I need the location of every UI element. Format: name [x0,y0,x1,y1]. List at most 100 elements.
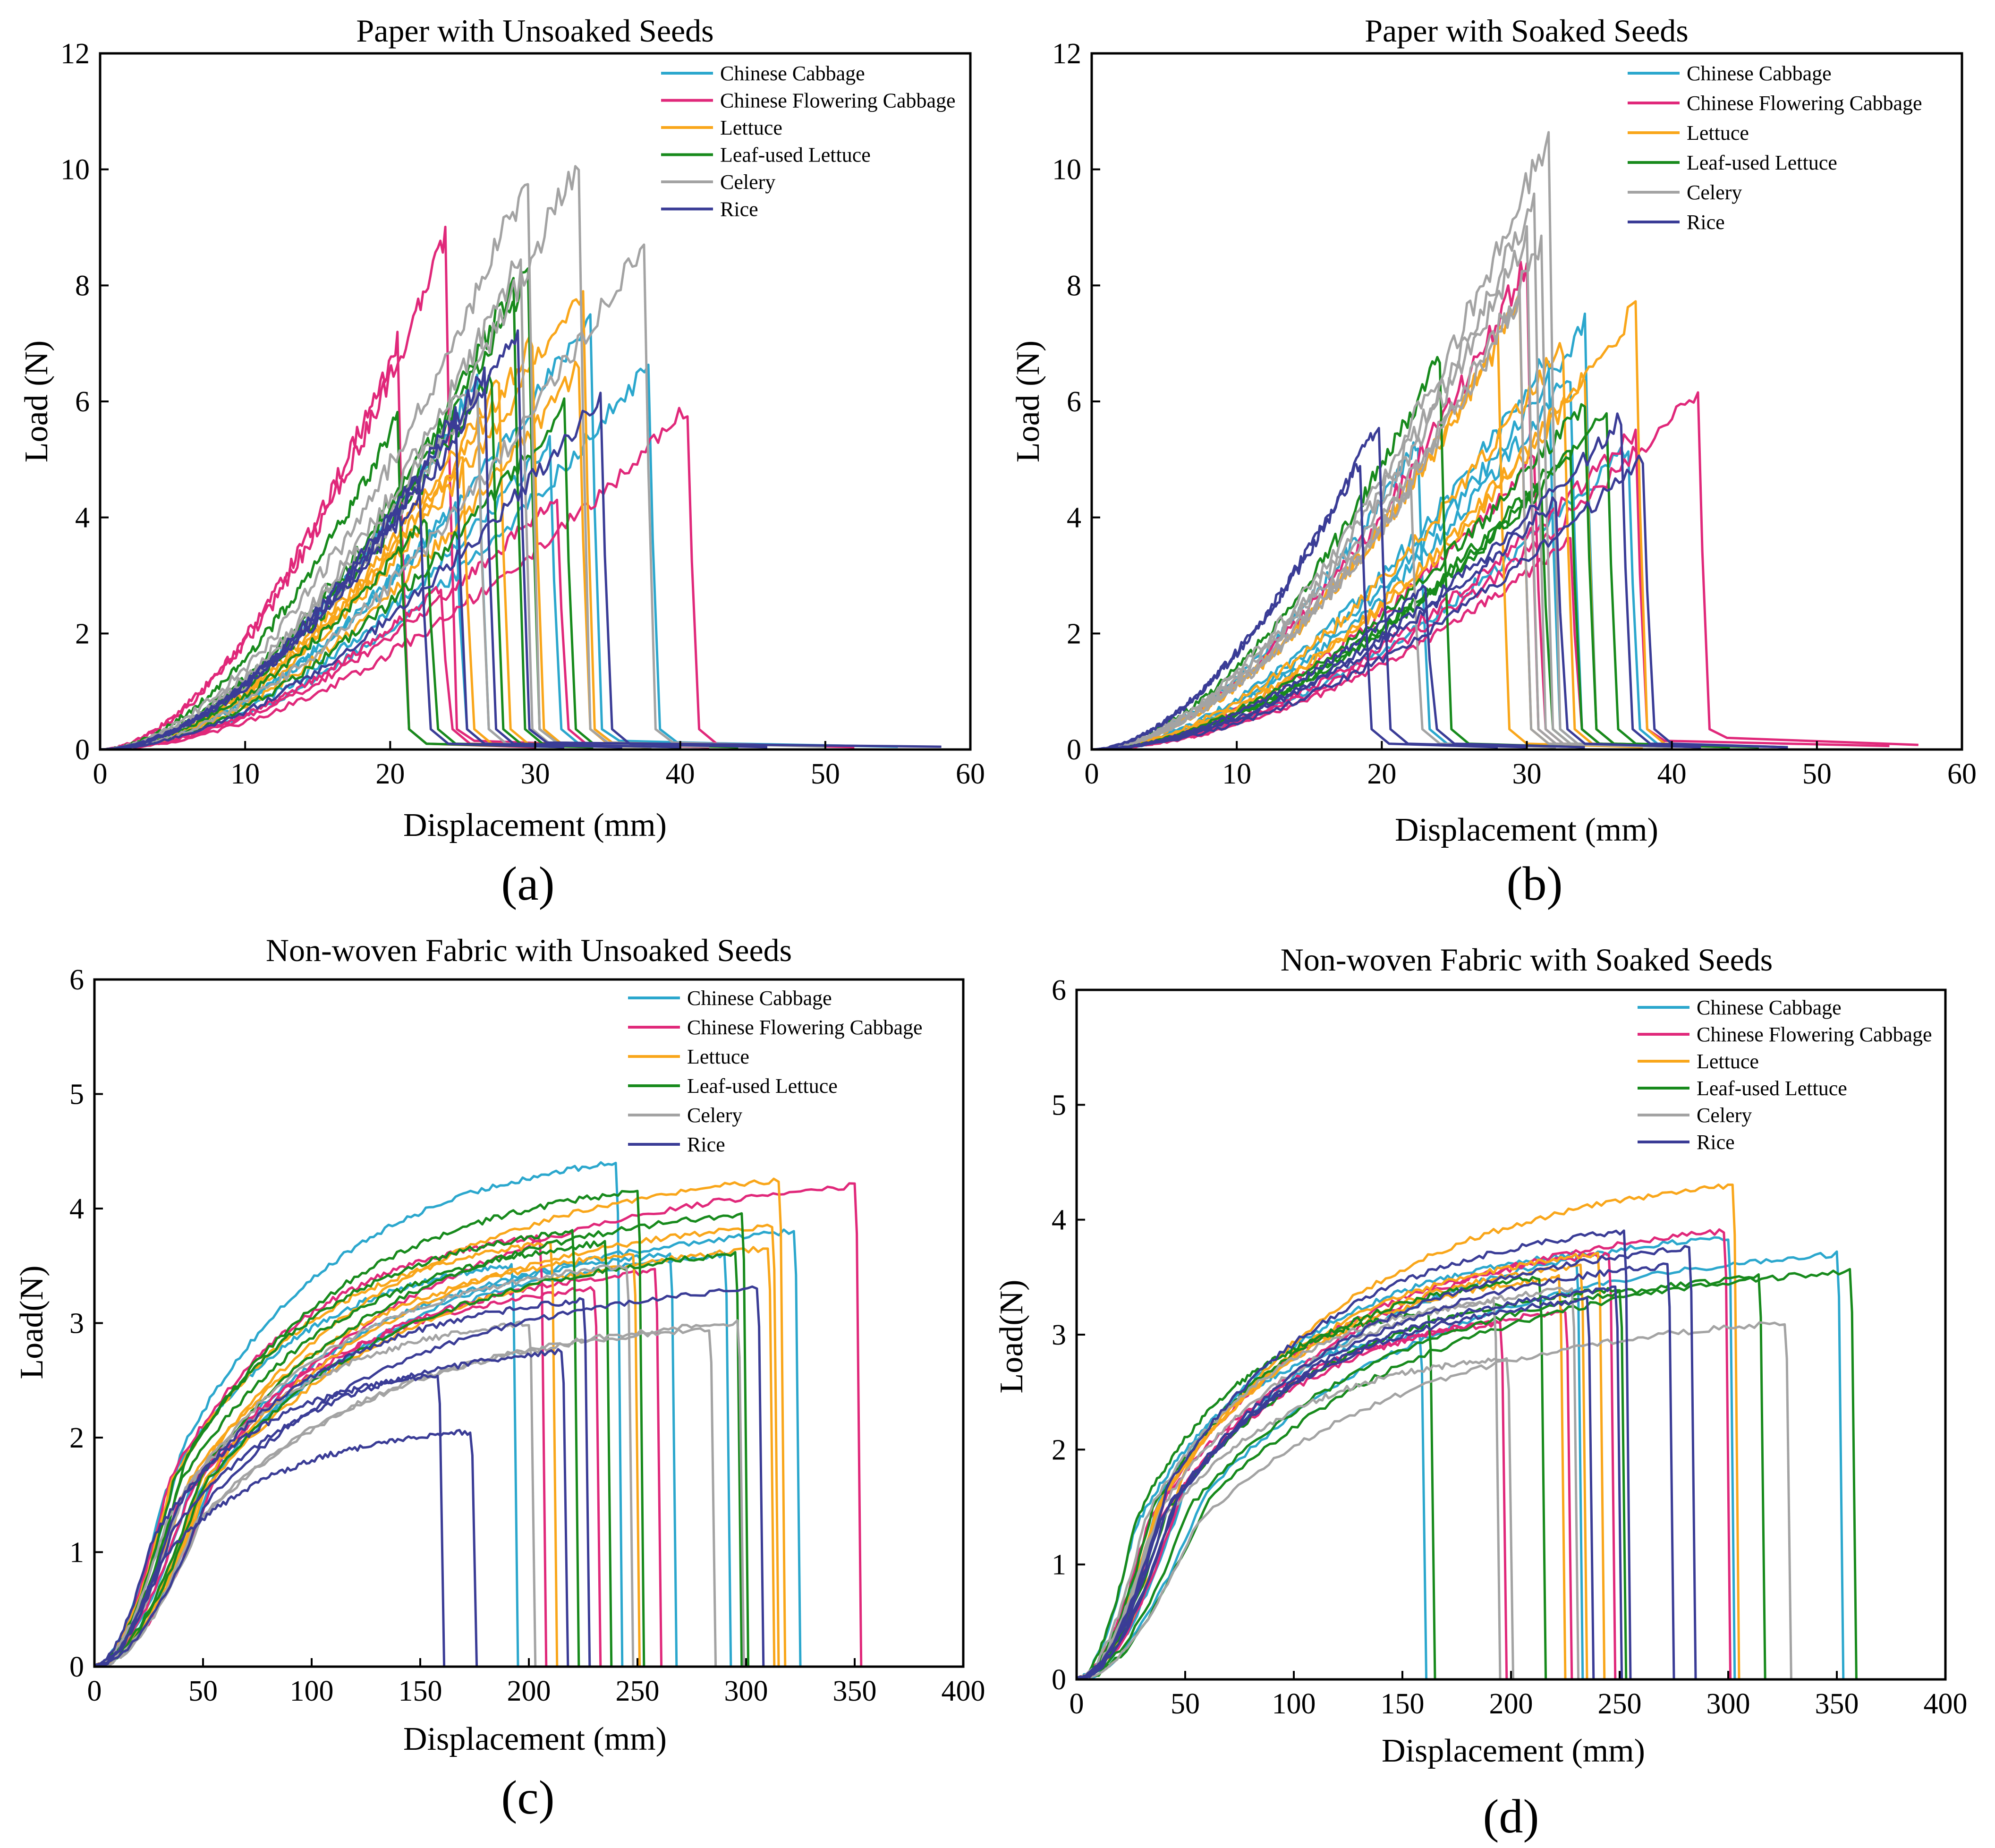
series-line-celery-20 [1076,1298,1502,1681]
y-tick-label: 4 [1052,1204,1066,1236]
legend-entry: Chinese Cabbage [1687,62,1832,85]
panel-b-legend: Chinese Cabbage Chinese Flowering Cabbage… [1628,62,1922,234]
series-line-rice-26 [1076,1296,1595,1681]
legend-entry: Celery [687,1104,742,1127]
series-line-celery-22 [1091,192,1672,751]
legend-entry: Leaf-used Lettuce [1697,1077,1847,1100]
panel-c-y-axis-label: Load(N) [14,1265,50,1379]
series-line-chinese-cabbage-1 [1077,1250,1845,1681]
y-tick-label: 6 [1052,974,1066,1006]
series-line-lettuce-9 [1076,1184,1740,1681]
x-tick-label: 150 [1381,1688,1425,1720]
series-line-chinese-flowering-cabbage-8 [94,1234,548,1668]
series-line-rice-31 [100,476,564,751]
panel-d-curves [1076,1184,1858,1681]
panel-d-y-axis-label: Load(N) [993,1279,1030,1393]
series-line-rice-32 [1092,585,1585,751]
x-tick-label: 20 [1367,758,1396,790]
legend-entry: Rice [1687,211,1725,234]
x-tick-label: 200 [1489,1688,1533,1720]
panel-b-label: (b) [1507,857,1563,911]
series-line-chinese-cabbage-4 [1076,1251,1584,1681]
y-tick-label: 4 [69,1193,84,1225]
y-tick-label: 2 [1052,1434,1066,1466]
y-tick-label: 2 [75,618,90,650]
legend-entry: Rice [1697,1131,1735,1154]
panel-c-legend: Chinese Cabbage Chinese Flowering Cabbage… [628,987,923,1156]
x-tick-label: 30 [1512,758,1542,790]
panel-c-title: Non-woven Fabric with Unsoaked Seeds [266,932,792,968]
y-tick-label: 12 [1052,38,1081,70]
series-line-rice-28 [94,1297,591,1668]
x-tick-label: 400 [942,1675,985,1707]
series-line-chinese-flowering-cabbage-9 [100,498,710,751]
x-tick-label: 0 [1070,1688,1084,1720]
legend-entry: Chinese Cabbage [1697,996,1842,1019]
series-line-rice-24 [93,1374,446,1668]
x-tick-label: 50 [1802,758,1832,790]
series-line-celery-23 [100,183,710,751]
legend-entry: Chinese Flowering Cabbage [720,89,956,112]
series-line-leaf-used-lettuce-14 [1076,1273,1766,1681]
panel-c-x-ticks: 0 50 100 150 200 250 300 350 400 [87,1658,985,1707]
legend-entry: Leaf-used Lettuce [720,144,871,167]
series-line-celery-24 [100,243,825,751]
y-tick-label: 1 [69,1537,84,1569]
y-tick-label: 1 [1052,1549,1066,1581]
legend-entry: Celery [720,170,775,194]
series-line-rice-31 [1091,496,1701,751]
series-line-rice-22 [1076,1229,1632,1680]
legend-entry: Celery [1687,181,1742,204]
series-line-celery-26 [1091,480,1556,751]
x-tick-label: 0 [1085,758,1099,790]
x-tick-label: 300 [724,1675,768,1707]
panel-b-x-ticks: 0 10 20 30 40 50 60 [1085,741,1977,790]
legend-entry: Rice [687,1133,725,1156]
legend-entry: Chinese Cabbage [687,987,832,1010]
x-tick-label: 40 [666,758,695,790]
series-line-leaf-used-lettuce-19 [100,397,739,751]
y-tick-label: 2 [1067,618,1081,650]
series-line-rice-26 [94,1348,569,1668]
series-line-rice-28 [100,392,768,751]
x-tick-label: 0 [93,758,108,790]
panel-c-y-ticks: 0 1 2 3 4 5 6 [69,964,103,1683]
y-tick-label: 4 [75,502,90,534]
y-tick-label: 5 [1052,1089,1066,1121]
panel-c-label: (c) [501,1771,554,1824]
y-tick-label: 8 [1067,270,1081,302]
panel-d-x-ticks: 0 50 100 150 200 250 300 350 400 [1070,1671,1968,1720]
y-tick-label: 6 [1067,386,1081,418]
panel-a-label: (a) [501,857,554,911]
series-line-chinese-flowering-cabbage-7 [100,331,535,751]
series-line-leaf-used-lettuce-16 [1076,1276,1547,1680]
series-line-leaf-used-lettuce-13 [1076,1268,1858,1680]
legend-entry: Chinese Cabbage [720,62,865,85]
x-tick-label: 250 [1598,1688,1642,1720]
series-line-chinese-cabbage-4 [1092,358,1701,751]
x-tick-label: 40 [1657,758,1687,790]
legend-entry: Leaf-used Lettuce [1687,151,1837,174]
y-tick-label: 2 [69,1422,84,1454]
series-line-lettuce-12 [100,336,680,751]
y-tick-label: 6 [75,386,90,418]
series-line-rice-27 [100,329,942,751]
x-tick-label: 350 [833,1675,877,1707]
y-tick-label: 4 [1067,502,1081,534]
x-tick-label: 300 [1706,1688,1750,1720]
x-tick-label: 0 [87,1675,102,1707]
y-tick-label: 6 [69,964,84,996]
x-tick-label: 50 [811,758,840,790]
series-line-lettuce-15 [1091,372,1730,751]
legend-entry: Chinese Flowering Cabbage [1697,1023,1932,1046]
panel-b-curves [1091,131,1919,751]
panel-d-y-ticks: 0 1 2 3 4 5 6 [1052,974,1085,1696]
x-tick-label: 50 [188,1675,218,1707]
panel-d: Non-woven Fabric with Soaked Seeds 0 50 10… [993,942,1968,1843]
legend-entry: Leaf-used Lettuce [687,1074,838,1098]
legend-entry: Lettuce [720,116,782,139]
y-tick-label: 3 [1052,1319,1066,1351]
x-tick-label: 10 [230,758,260,790]
legend-entry: Celery [1697,1104,1752,1127]
